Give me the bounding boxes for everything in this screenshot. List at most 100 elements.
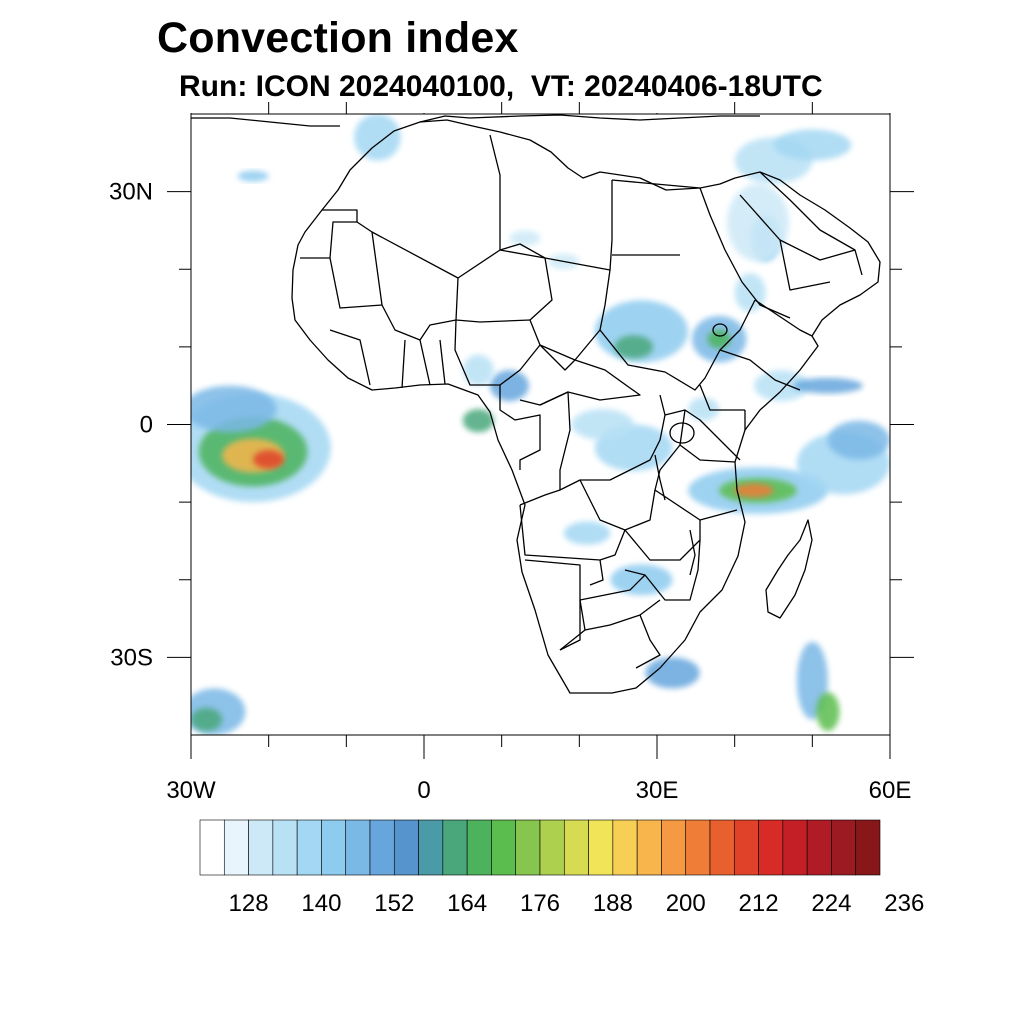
convection-cell-21 <box>726 183 790 262</box>
colorbar-box <box>831 819 857 876</box>
convection-cell-31 <box>610 564 673 596</box>
colorbar-box <box>491 819 517 876</box>
convection-cell-34 <box>688 397 720 421</box>
colorbar-box <box>223 819 249 876</box>
border-sudan <box>599 269 756 391</box>
border-zambia <box>624 520 701 561</box>
colorbar-box <box>709 819 735 876</box>
y-tick-label: 30N <box>109 179 153 206</box>
x-tick-label: 30E <box>636 777 679 804</box>
convection-cell-15 <box>462 408 494 433</box>
convection-cell-30 <box>191 707 223 732</box>
colorbar-box <box>466 819 492 876</box>
lake-tanganyika <box>654 454 666 501</box>
border-niger <box>455 277 531 323</box>
convection-cell-9 <box>827 420 890 460</box>
border-nigeria <box>454 319 541 386</box>
lake-tana <box>712 323 728 337</box>
x-tick-label: 60E <box>869 777 912 804</box>
border-angola <box>519 504 626 586</box>
border-sahara-west <box>300 209 358 259</box>
colorbar-label: 164 <box>447 890 487 917</box>
border-arabia <box>739 194 856 291</box>
colorbar-box <box>272 819 298 876</box>
convection-cell-32 <box>563 521 611 545</box>
convection-field <box>191 114 890 735</box>
colorbar-box <box>782 819 808 876</box>
border-tanzania <box>654 444 738 521</box>
convection-cell-11 <box>614 335 654 359</box>
border-congo <box>539 391 666 491</box>
border-horn <box>719 299 813 391</box>
colorbar-label: 212 <box>739 890 779 917</box>
colorbar-box <box>539 819 565 876</box>
border-westafrica-2 <box>329 329 446 389</box>
border-libya <box>489 134 613 271</box>
x-tick-label: 0 <box>417 777 430 804</box>
colorbar-box <box>855 819 881 876</box>
convection-cell-28 <box>816 692 840 732</box>
convection-cell-14 <box>490 370 529 402</box>
convection-cell-4 <box>191 385 277 433</box>
colorbar-box <box>418 819 444 876</box>
iberia-coast <box>191 117 340 127</box>
convection-cell-36 <box>509 230 541 246</box>
colorbar-label: 140 <box>301 890 341 917</box>
x-tick-label: 30W <box>166 777 216 804</box>
map-subtitle: Run: ICON 2024040100, VT: 20240406-18UTC <box>179 70 823 103</box>
border-mauritania-mali <box>329 221 383 309</box>
map-axes: 30W 0 30E 60E 30N 0 30S <box>109 102 914 804</box>
colorbar: 128 140 152 164 176 188 200 212 224 236 <box>199 819 924 917</box>
convection-cell-3 <box>253 450 285 469</box>
y-tick-label: 30S <box>110 644 153 671</box>
border-mozambique <box>624 539 701 601</box>
convection-cell-13 <box>707 329 731 349</box>
border-cameroon <box>499 385 541 470</box>
convection-cell-23 <box>773 129 852 161</box>
arabia-coast <box>759 171 863 276</box>
colorbar-box <box>733 819 759 876</box>
border-westafrica-1 <box>381 304 457 341</box>
border-chad <box>529 257 601 361</box>
colorbar-label: 128 <box>229 890 269 917</box>
europe-coast <box>419 114 760 123</box>
africa-coastline <box>291 119 881 694</box>
colorbar-box <box>563 819 589 876</box>
convection-cell-33 <box>462 354 494 386</box>
colorbar-box <box>296 819 322 876</box>
colorbar-box <box>685 819 711 876</box>
border-eastafrica <box>664 384 746 463</box>
colorbar-box <box>661 819 687 876</box>
colorbar-box <box>199 819 225 876</box>
convection-cell-19 <box>792 377 863 394</box>
coastlines-borders <box>191 114 881 694</box>
border-botswana <box>579 599 661 631</box>
y-tick-label: 0 <box>140 412 153 439</box>
colorbar-box <box>588 819 614 876</box>
colorbar-label: 236 <box>884 890 924 917</box>
colorbar-label: 200 <box>666 890 706 917</box>
colorbar-box <box>636 819 662 876</box>
colorbar-box <box>369 819 395 876</box>
convection-cell-7 <box>734 483 774 498</box>
border-egypt <box>611 179 701 256</box>
convection-cell-24 <box>354 114 401 161</box>
convection-cell-17 <box>571 408 634 441</box>
lake-malawi <box>689 529 696 576</box>
convection-cell-25 <box>237 170 269 182</box>
border-southafrica <box>559 614 661 669</box>
colorbar-label: 224 <box>811 890 851 917</box>
colorbar-box <box>806 819 832 876</box>
colorbar-box <box>612 819 638 876</box>
colorbar-box <box>515 819 541 876</box>
colorbar-box <box>393 819 419 876</box>
colorbar-label: 176 <box>520 890 560 917</box>
colorbar-label: 188 <box>593 890 633 917</box>
lake-victoria <box>669 422 695 444</box>
map-title: Convection index <box>157 14 519 62</box>
convection-cell-26 <box>645 657 700 689</box>
convection-cell-18 <box>754 370 809 402</box>
colorbar-box <box>345 819 371 876</box>
colorbar-box <box>442 819 468 876</box>
